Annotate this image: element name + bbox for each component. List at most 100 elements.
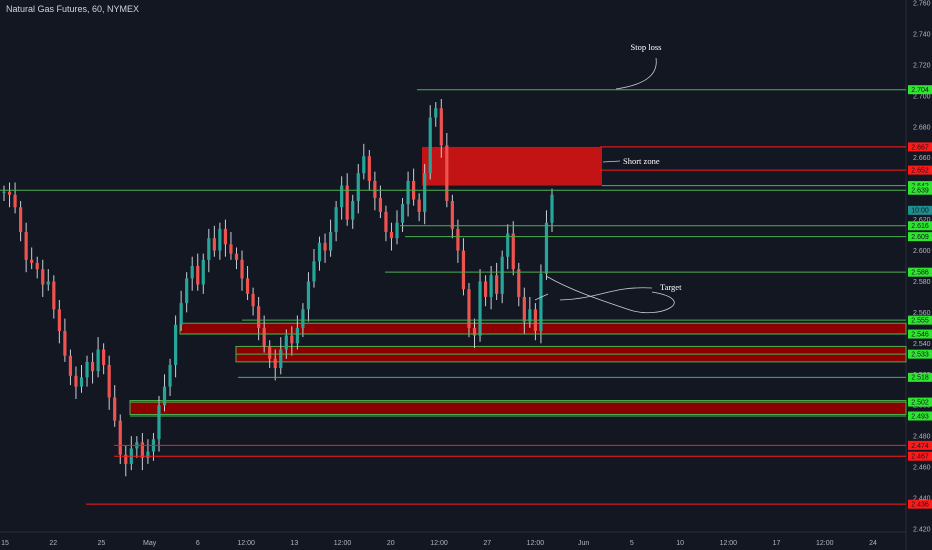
x-tick-label: 20 xyxy=(387,540,395,547)
x-tick-label: 6 xyxy=(196,540,200,547)
candle-body xyxy=(467,289,471,328)
candle-body xyxy=(511,233,515,270)
candle-body xyxy=(351,201,355,220)
candle-body xyxy=(328,231,333,251)
level-badge-label-2.436: 2.436 xyxy=(911,502,929,509)
candle-body xyxy=(146,451,150,458)
candle-body xyxy=(295,327,299,344)
level-badge-label-2.667: 2.667 xyxy=(911,144,929,151)
candle-body xyxy=(495,275,499,294)
y-tick-label: 2.540 xyxy=(913,341,931,348)
candle-body xyxy=(229,244,233,254)
candle-body xyxy=(102,349,106,365)
candle-body xyxy=(301,309,305,328)
target-arrow-top xyxy=(559,287,653,301)
candle-body xyxy=(19,207,23,232)
level-badge-2.467 xyxy=(908,451,932,461)
level-badge-2.502 xyxy=(908,397,932,407)
candle-body xyxy=(190,266,194,279)
level-badge-2.667 xyxy=(908,142,932,152)
candles xyxy=(2,98,554,477)
candle-body xyxy=(63,330,67,356)
level-badge-label-2.586: 2.586 xyxy=(911,270,929,277)
y-tick-label: 2.760 xyxy=(913,1,931,8)
x-tick-label: May xyxy=(143,540,157,547)
candle-body xyxy=(456,228,460,251)
x-tick-label: 24 xyxy=(869,540,877,547)
demand-zone-3 xyxy=(129,400,907,415)
candle-body xyxy=(395,222,399,239)
level-badge-2.474 xyxy=(908,440,932,450)
candle-body xyxy=(312,261,316,282)
short-zone-annotation: Short zone xyxy=(623,156,660,166)
x-tick-label: 12:00 xyxy=(816,540,834,547)
level-badge-2.493 xyxy=(908,411,932,421)
candle-body xyxy=(179,303,183,325)
candle-body xyxy=(96,349,100,372)
y-tick-label: 2.480 xyxy=(913,434,931,441)
level-badge-label-2.493: 2.493 xyxy=(911,413,929,420)
level-badge-2.642 xyxy=(908,181,932,191)
short-zone xyxy=(422,146,602,186)
target-arrow-tip xyxy=(534,293,549,301)
candle-body xyxy=(284,335,288,350)
stop-loss-arrow xyxy=(615,57,657,90)
candle-body xyxy=(489,275,493,297)
y-tick-label: 2.420 xyxy=(913,526,931,533)
level-badge-2.436 xyxy=(908,499,932,509)
level-badge-label-2.533: 2.533 xyxy=(911,352,929,359)
y-tick-label: 2.700 xyxy=(913,93,931,100)
level-badge-label-2.474: 2.474 xyxy=(911,443,929,450)
candle-body xyxy=(201,259,205,285)
candle-body xyxy=(461,250,466,290)
candle-body xyxy=(234,253,239,260)
x-tick-label: 12:00 xyxy=(527,540,545,547)
candle-body xyxy=(157,405,161,440)
x-tick-label: 27 xyxy=(483,540,491,547)
x-tick-label: 12:00 xyxy=(334,540,352,547)
candle-body xyxy=(400,204,405,223)
candle-body xyxy=(362,156,366,174)
x-tick-label: 12:00 xyxy=(720,540,738,547)
candle-body xyxy=(140,442,144,458)
candle-body xyxy=(30,259,34,263)
candle-body xyxy=(113,397,117,421)
current-price-badge xyxy=(908,205,932,215)
candle-body xyxy=(334,207,338,232)
candle-body xyxy=(196,266,200,285)
level-badge-2.518 xyxy=(908,372,932,382)
level-badge-2.546 xyxy=(908,329,932,339)
level-badge-2.533 xyxy=(908,349,932,359)
candle-body xyxy=(124,454,128,464)
level-badge-2.586 xyxy=(908,267,932,277)
x-tick-label: 17 xyxy=(773,540,781,547)
candle-body xyxy=(24,231,28,260)
candle-body xyxy=(356,173,360,202)
candle-body xyxy=(185,278,189,304)
level-badge-2.652 xyxy=(908,165,932,175)
candle-body xyxy=(544,222,549,274)
y-tick-label: 2.460 xyxy=(913,465,931,472)
candle-body xyxy=(434,108,438,118)
candle-body xyxy=(550,194,554,223)
candle-body xyxy=(173,324,178,365)
current-price-label: 10:00 xyxy=(911,208,929,215)
candle-body xyxy=(428,117,432,174)
y-tick-label: 2.580 xyxy=(913,279,931,286)
candle-body xyxy=(373,180,377,198)
y-tick-label: 2.560 xyxy=(913,310,931,317)
x-tick-label: 5 xyxy=(630,540,634,547)
x-tick-label: 12:00 xyxy=(237,540,255,547)
short-zone-arrow xyxy=(602,160,621,163)
level-badge-label-2.704: 2.704 xyxy=(911,87,929,94)
level-badge-2.555 xyxy=(908,315,932,325)
level-badge-label-2.609: 2.609 xyxy=(911,234,929,241)
candle-body xyxy=(7,191,12,195)
candle-body xyxy=(517,269,521,297)
candle-body xyxy=(273,358,277,369)
candle-body xyxy=(472,327,477,336)
candle-body xyxy=(2,191,6,193)
level-badge-2.704 xyxy=(908,85,932,95)
level-badge-label-2.467: 2.467 xyxy=(911,454,929,461)
